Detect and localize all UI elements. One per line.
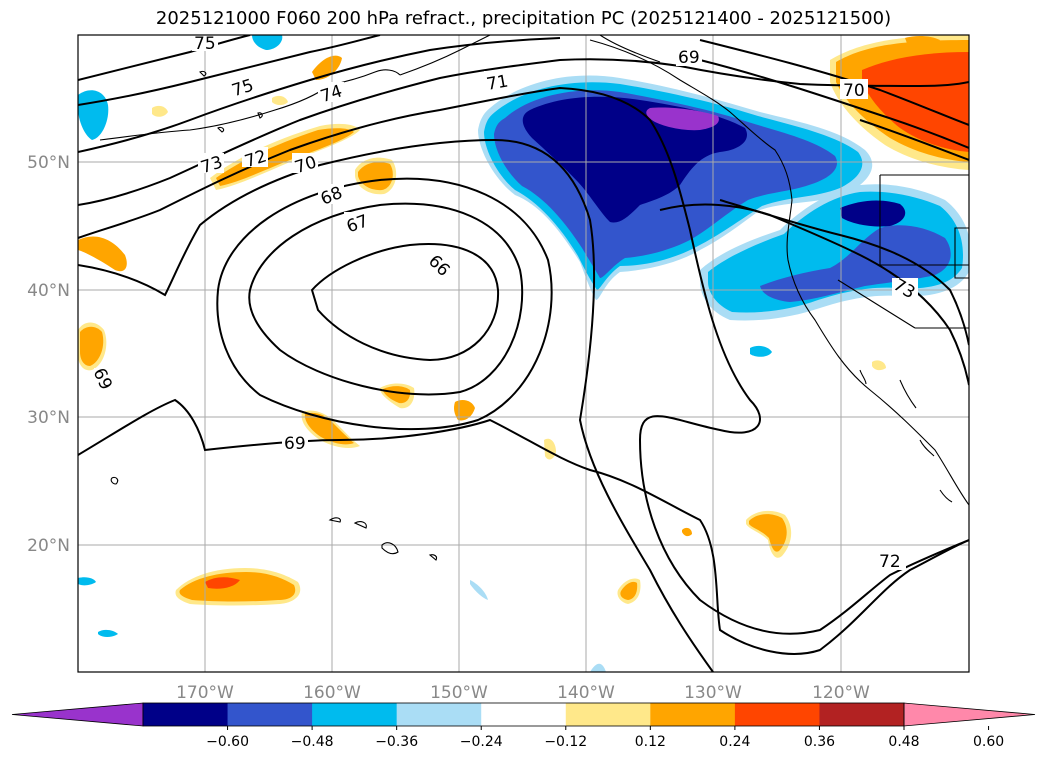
colorbar-tick-label: −0.36: [375, 734, 418, 750]
lon-label: 140°W: [557, 683, 615, 703]
colorbar-tick-label: 0.48: [888, 734, 919, 750]
colorbar-segment: [734, 703, 820, 726]
contour-73: [78, 37, 561, 153]
colorbar-segment: [227, 703, 313, 726]
contour-74: [78, 35, 381, 106]
colorbar-segment: [819, 703, 905, 726]
lon-label: 150°W: [430, 683, 488, 703]
colorbar-tick-label: 0.12: [635, 734, 666, 750]
colorbar-tick-label: −0.12: [544, 734, 587, 750]
contour-68-ne: [859, 119, 969, 161]
contour-label: 72: [879, 552, 901, 572]
colorbar-border: [142, 702, 905, 727]
lon-label: 120°W: [812, 683, 870, 703]
contour-70: [78, 138, 714, 672]
lat-label: 30°N: [27, 408, 70, 428]
colorbar-segment: [396, 703, 482, 726]
contour-67: [248, 202, 524, 396]
colorbar-segment: [481, 703, 567, 726]
contour-label: 75: [194, 34, 216, 54]
colorbar-extend-high: [903, 702, 1036, 727]
contour-69-ne: [699, 59, 969, 149]
colorbar: −0.60 −0.48 −0.36 −0.24 −0.12 0.12 0.24 0.36 0.4…: [11, 702, 1036, 750]
map-title: 2025121000 F060 200 hPa refract., precip…: [155, 8, 892, 29]
coastlines: [99, 35, 969, 561]
longitude-labels: 170°W 160°W 150°W 140°W 130°W 120°W: [176, 683, 870, 703]
map-border: [77, 34, 970, 673]
colorbar-tick-label: 0.60: [973, 734, 1004, 750]
colorbar-tick-label: 0.24: [719, 734, 750, 750]
lat-label: 50°N: [27, 153, 70, 173]
contour-71-72: [78, 86, 969, 635]
colorbar-segment: [650, 703, 736, 726]
colorbar-tick-label: −0.48: [291, 734, 334, 750]
colorbar-segment: [143, 703, 229, 726]
lat-label: 40°N: [27, 281, 70, 301]
contour-72-us: [659, 203, 969, 386]
colorbar-segment: [565, 703, 651, 726]
contour-labels: 75 75 74 73 72 71 70 69 68 67 66 69 69: [89, 34, 918, 572]
contour-label: 69: [678, 48, 700, 68]
colorbar-extend-low: [11, 702, 144, 727]
contour-66: [310, 243, 500, 362]
contour-label: 69: [284, 434, 306, 454]
lon-label: 130°W: [684, 683, 742, 703]
positive-precip-shading: [78, 35, 969, 606]
contour-label: 70: [843, 81, 865, 101]
lon-label: 160°W: [303, 683, 361, 703]
colorbar-segment: [312, 703, 398, 726]
graticule: [78, 35, 969, 672]
colorbar-tick-label: −0.60: [206, 734, 249, 750]
lat-label: 20°N: [27, 536, 70, 556]
lon-label: 170°W: [176, 683, 234, 703]
contour-69: [78, 398, 969, 655]
colorbar-tick-label: −0.24: [460, 734, 503, 750]
contour-label: 71: [485, 71, 510, 94]
contour-75: [78, 35, 251, 81]
latitude-labels: 50°N 40°N 30°N 20°N: [27, 153, 70, 556]
colorbar-tick-label: 0.36: [804, 734, 835, 750]
